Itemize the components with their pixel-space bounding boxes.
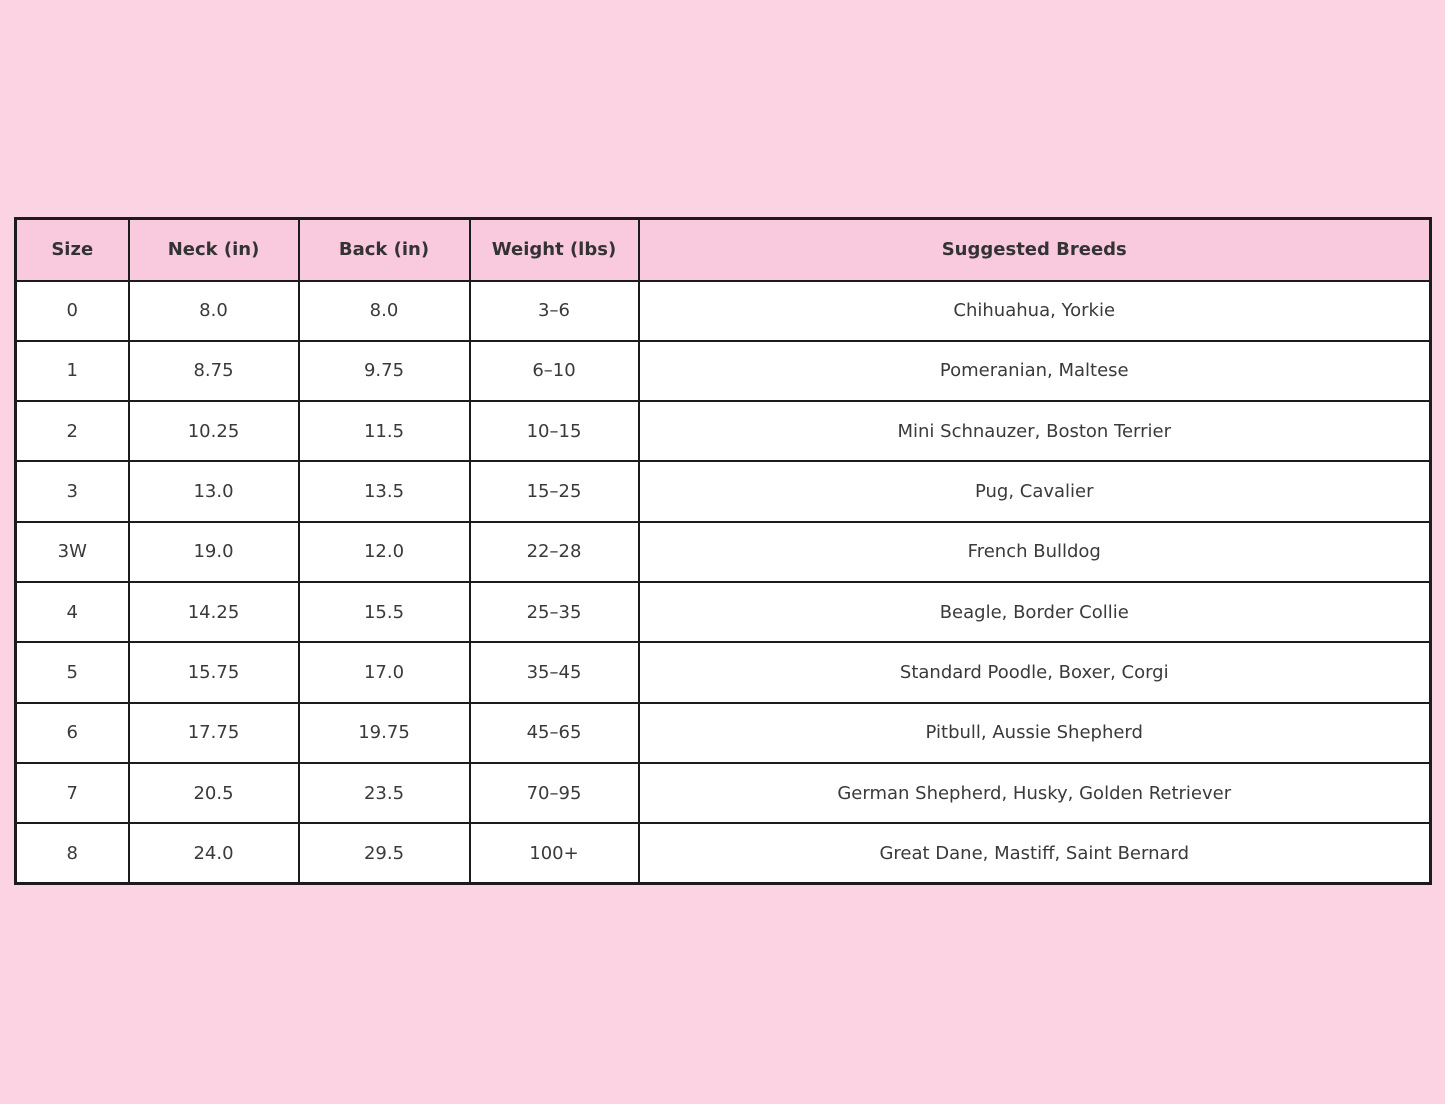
table-row: 7 20.5 23.5 70–95 German Shepherd, Husky, Go… xyxy=(14,761,1432,825)
table-row: 4 14.25 15.5 25–35 Beagle, Border Collie xyxy=(14,580,1432,644)
cell-size: 7 xyxy=(14,761,130,825)
cell-neck: 13.0 xyxy=(127,460,300,523)
table-row: 3 13.0 13.5 15–25 Pug, Cavalier xyxy=(14,460,1432,523)
table-row: 6 17.75 19.75 45–65 Pitbull, Aussie Shepherd xyxy=(14,701,1432,764)
dog-size-chart: Size Neck (in) Back (in) Weight (lbs) Su… xyxy=(14,217,1432,885)
table-row: 0 8.0 8.0 3–6 Chihuahua, Yorkie xyxy=(14,279,1432,342)
cell-neck: 15.75 xyxy=(127,641,300,704)
cell-neck: 8.0 xyxy=(127,279,300,342)
cell-size: 3 xyxy=(14,460,130,523)
header-back: Back (in) xyxy=(297,217,471,282)
table-row: 1 8.75 9.75 6–10 Pomeranian, Maltese xyxy=(14,339,1432,403)
cell-neck: 8.75 xyxy=(127,339,300,403)
cell-back: 13.5 xyxy=(297,460,471,523)
table-row: 8 24.0 29.5 100+ Great Dane, Mastiff, Saint … xyxy=(14,822,1432,885)
cell-neck: 14.25 xyxy=(127,580,300,644)
cell-back: 12.0 xyxy=(297,520,471,583)
cell-weight: 100+ xyxy=(468,822,640,885)
cell-back: 9.75 xyxy=(297,339,471,403)
cell-back: 29.5 xyxy=(297,822,471,885)
cell-size: 1 xyxy=(14,339,130,403)
size-table: Size Neck (in) Back (in) Weight (lbs) Su… xyxy=(14,217,1432,885)
header-neck: Neck (in) xyxy=(127,217,300,282)
cell-neck: 24.0 xyxy=(127,822,300,885)
cell-neck: 17.75 xyxy=(127,701,300,764)
cell-breeds: German Shepherd, Husky, Golden Retriever xyxy=(637,761,1432,825)
cell-size: 4 xyxy=(14,580,130,644)
table-row: 3W 19.0 12.0 22–28 French Bulldog xyxy=(14,520,1432,583)
cell-weight: 3–6 xyxy=(468,279,640,342)
cell-breeds: Beagle, Border Collie xyxy=(637,580,1432,644)
cell-breeds: Pomeranian, Maltese xyxy=(637,339,1432,403)
cell-size: 2 xyxy=(14,400,130,463)
cell-back: 17.0 xyxy=(297,641,471,704)
header-row: Size Neck (in) Back (in) Weight (lbs) Su… xyxy=(14,217,1432,282)
cell-breeds: Great Dane, Mastiff, Saint Bernard xyxy=(637,822,1432,885)
cell-back: 15.5 xyxy=(297,580,471,644)
cell-breeds: Pitbull, Aussie Shepherd xyxy=(637,701,1432,764)
table-row: 5 15.75 17.0 35–45 Standard Poodle, Boxer, C… xyxy=(14,641,1432,704)
cell-size: 3W xyxy=(14,520,130,583)
table-row: 2 10.25 11.5 10–15 Mini Schnauzer, Boston Te… xyxy=(14,400,1432,463)
header-size: Size xyxy=(14,217,130,282)
cell-breeds: Mini Schnauzer, Boston Terrier xyxy=(637,400,1432,463)
cell-back: 11.5 xyxy=(297,400,471,463)
header-breeds: Suggested Breeds xyxy=(637,217,1432,282)
cell-weight: 25–35 xyxy=(468,580,640,644)
cell-size: 0 xyxy=(14,279,130,342)
cell-breeds: Chihuahua, Yorkie xyxy=(637,279,1432,342)
cell-weight: 45–65 xyxy=(468,701,640,764)
cell-back: 8.0 xyxy=(297,279,471,342)
cell-weight: 15–25 xyxy=(468,460,640,523)
cell-neck: 20.5 xyxy=(127,761,300,825)
cell-breeds: Pug, Cavalier xyxy=(637,460,1432,523)
cell-weight: 70–95 xyxy=(468,761,640,825)
cell-weight: 6–10 xyxy=(468,339,640,403)
cell-neck: 19.0 xyxy=(127,520,300,583)
cell-neck: 10.25 xyxy=(127,400,300,463)
header-weight: Weight (lbs) xyxy=(468,217,640,282)
cell-weight: 35–45 xyxy=(468,641,640,704)
cell-breeds: French Bulldog xyxy=(637,520,1432,583)
cell-size: 8 xyxy=(14,822,130,885)
cell-back: 23.5 xyxy=(297,761,471,825)
table-body: 0 8.0 8.0 3–6 Chihuahua, Yorkie 1 8.75 9.75 6–10… xyxy=(14,279,1432,885)
cell-size: 5 xyxy=(14,641,130,704)
cell-back: 19.75 xyxy=(297,701,471,764)
cell-breeds: Standard Poodle, Boxer, Corgi xyxy=(637,641,1432,704)
cell-size: 6 xyxy=(14,701,130,764)
cell-weight: 10–15 xyxy=(468,400,640,463)
cell-weight: 22–28 xyxy=(468,520,640,583)
